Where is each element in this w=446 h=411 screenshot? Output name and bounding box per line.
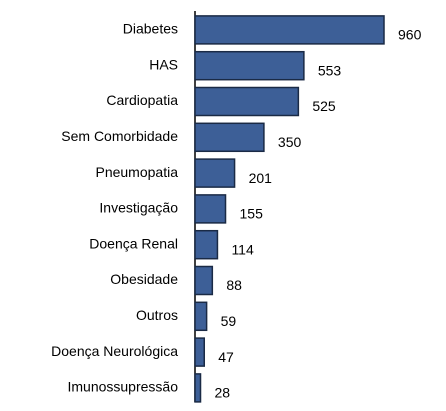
category-label: Doença Renal [89,235,178,251]
bar [194,373,202,403]
category-label: Diabetes [123,21,178,37]
category-label: Pneumopatia [95,164,178,180]
category-label: Outros [136,307,178,323]
bar [194,301,208,332]
value-label: 553 [318,62,342,78]
value-label: 88 [226,277,242,293]
value-label: 201 [249,170,273,186]
bar [194,265,214,296]
category-label: HAS [149,56,178,72]
category-label: Investigação [99,200,178,216]
value-label: 350 [278,134,302,150]
category-label: Obesidade [110,271,178,287]
bar [194,122,265,153]
category-label: Imunossupressão [67,379,178,395]
category-label: Doença Neurológica [51,343,178,359]
category-label: Cardiopatia [106,92,178,108]
bar [194,15,385,45]
value-label: 525 [312,98,336,114]
category-label: Sem Comorbidade [61,128,178,144]
value-label: 960 [398,27,422,43]
value-label: 114 [231,241,254,257]
value-label: 28 [215,385,231,401]
bar [194,229,219,260]
value-label: 59 [221,313,237,329]
value-label: 47 [218,349,234,365]
bar [194,158,236,188]
bar [194,337,206,367]
bar [194,50,305,81]
bar [194,194,227,224]
bar [194,86,300,117]
value-label: 155 [240,206,264,222]
